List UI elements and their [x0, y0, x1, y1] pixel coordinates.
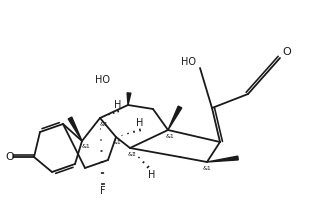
Text: HO: HO	[95, 75, 110, 85]
Text: &1: &1	[203, 165, 211, 170]
Text: &1: &1	[112, 140, 121, 145]
Text: O: O	[283, 47, 291, 57]
Text: &1: &1	[127, 152, 136, 157]
Text: &1: &1	[82, 145, 90, 150]
Polygon shape	[68, 117, 82, 141]
Text: O: O	[6, 152, 14, 162]
Text: F: F	[100, 186, 106, 196]
Polygon shape	[168, 106, 182, 130]
Polygon shape	[207, 156, 238, 162]
Text: H: H	[136, 118, 144, 128]
Text: H: H	[148, 170, 156, 180]
Polygon shape	[127, 93, 131, 105]
Text: HO: HO	[181, 57, 196, 67]
Text: &1: &1	[100, 121, 108, 126]
Text: H: H	[114, 100, 122, 110]
Text: &1: &1	[166, 133, 174, 138]
